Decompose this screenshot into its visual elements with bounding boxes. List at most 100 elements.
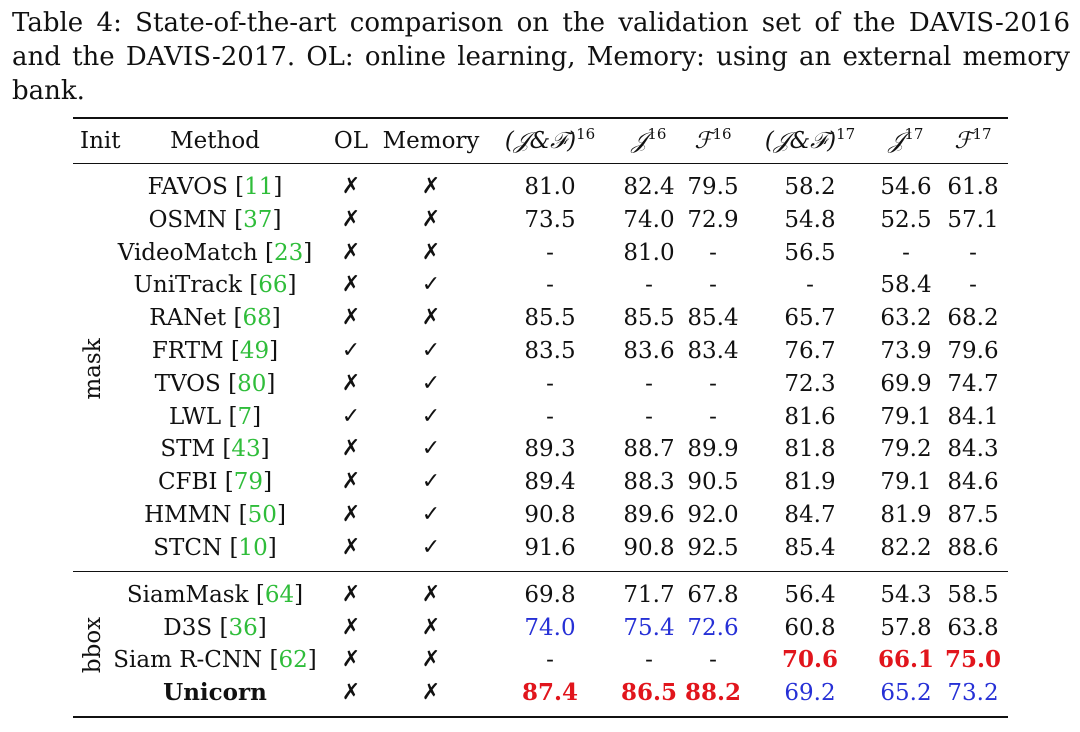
method-cell: STCN [10]	[153, 535, 277, 561]
method-cell: TVOS [80]	[154, 371, 276, 397]
cross-icon: ✗	[341, 272, 361, 297]
value-cell: 73.2	[947, 680, 999, 706]
citation-link[interactable]: 7	[237, 404, 253, 430]
value-cell: 71.7	[623, 582, 675, 608]
value-cell: 67.8	[687, 582, 739, 608]
value-cell: 63.8	[947, 615, 999, 641]
value-cell: -	[709, 404, 717, 430]
value-cell: 54.3	[880, 582, 932, 608]
check-icon: ✓	[421, 404, 441, 429]
value-cell: 74.7	[947, 371, 999, 397]
method-cell: CFBI [79]	[157, 469, 273, 495]
bottom-rule	[73, 716, 1008, 718]
citation-link[interactable]: 80	[237, 371, 267, 397]
header-jf17: (𝒥&ℱ)17	[764, 125, 856, 155]
citation-link[interactable]: 66	[258, 272, 288, 298]
value-cell: 84.7	[784, 502, 836, 528]
citation-link[interactable]: 36	[228, 615, 258, 641]
value-cell: 79.5	[687, 174, 739, 200]
table-caption: Table 4: State-of-the-art comparison on …	[12, 8, 1079, 106]
value-cell: 90.5	[687, 469, 739, 495]
value-cell: 79.6	[947, 338, 999, 364]
header-method: Method	[170, 128, 260, 154]
check-icon: ✓	[421, 502, 441, 527]
value-cell: 90.8	[623, 535, 675, 561]
value-cell: 79.2	[880, 436, 932, 462]
method-cell: UniTrack [66]	[133, 272, 297, 298]
check-icon: ✓	[341, 404, 361, 429]
value-cell: 82.4	[623, 174, 675, 200]
value-cell: 63.2	[880, 305, 932, 331]
method-name: STM	[160, 436, 216, 462]
cross-icon: ✗	[341, 615, 361, 640]
group-separator-rule	[73, 571, 1008, 572]
value-cell: 74.0	[524, 615, 576, 641]
value-cell: 68.2	[947, 305, 999, 331]
citation-link[interactable]: 43	[231, 436, 261, 462]
citation-link[interactable]: 49	[239, 338, 270, 364]
value-cell: 69.9	[880, 371, 932, 397]
cross-icon: ✗	[341, 371, 361, 396]
method-cell: RANet [68]	[149, 305, 281, 331]
value-cell: 54.8	[784, 207, 836, 233]
value-cell: -	[709, 272, 717, 298]
value-cell: 70.6	[781, 646, 839, 673]
value-cell: 83.5	[524, 338, 576, 364]
value-cell: 72.3	[784, 371, 836, 397]
citation-link[interactable]: 64	[264, 582, 295, 608]
method-cell: STM [43]	[160, 436, 270, 462]
cross-icon: ✗	[341, 469, 361, 494]
cross-icon: ✗	[341, 582, 361, 607]
value-cell: 84.1	[947, 404, 999, 430]
value-cell: -	[546, 647, 554, 673]
citation-link[interactable]: 50	[247, 502, 277, 528]
method-name: FAVOS	[147, 174, 228, 200]
citation-link[interactable]: 68	[242, 305, 272, 331]
method-cell: D3S [36]	[163, 615, 267, 641]
cross-icon: ✗	[341, 240, 361, 265]
method-cell: SiamMask [64]	[126, 582, 304, 608]
cross-icon: ✗	[421, 240, 441, 265]
value-cell: 56.5	[784, 240, 836, 266]
value-cell: -	[546, 240, 554, 266]
cross-icon: ✗	[341, 535, 361, 560]
header-memory: Memory	[382, 128, 480, 154]
value-cell: 81.8	[784, 436, 836, 462]
value-cell: 89.9	[687, 436, 739, 462]
value-cell: -	[645, 371, 653, 397]
method-cell: FRTM [49]	[151, 338, 279, 364]
check-icon: ✓	[421, 436, 441, 461]
value-cell: 84.6	[947, 469, 999, 495]
value-cell: 56.4	[784, 582, 836, 608]
value-cell: 72.9	[687, 207, 739, 233]
method-name: RANet	[149, 305, 227, 331]
value-cell: -	[645, 272, 653, 298]
top-rule	[73, 117, 1008, 119]
method-name: OSMN	[148, 207, 227, 233]
citation-link[interactable]: 62	[278, 647, 308, 673]
method-name: Unicorn	[163, 679, 267, 706]
citation-link[interactable]: 23	[273, 240, 304, 266]
header-jf16: (𝒥&ℱ)16	[504, 125, 596, 155]
value-cell: -	[645, 404, 653, 430]
header-j16: 𝒥16	[631, 125, 667, 155]
citation-link[interactable]: 10	[238, 535, 268, 561]
value-cell: 83.4	[687, 338, 739, 364]
citation-link[interactable]: 37	[243, 207, 273, 233]
method-name: UniTrack	[133, 272, 242, 298]
check-icon: ✓	[421, 338, 441, 363]
method-name: TVOS	[154, 371, 221, 397]
method-name: CFBI	[157, 469, 218, 495]
value-cell: 58.4	[880, 272, 932, 298]
value-cell: 84.3	[947, 436, 999, 462]
value-cell: -	[969, 240, 977, 266]
cross-icon: ✗	[421, 207, 441, 232]
method-cell: LWL [7]	[168, 404, 262, 430]
check-icon: ✓	[421, 272, 441, 297]
value-cell: 88.7	[623, 436, 675, 462]
citation-link[interactable]: 79	[233, 469, 264, 495]
value-cell: 65.7	[784, 305, 836, 331]
header-init: Init	[80, 128, 121, 154]
citation-link[interactable]: 11	[244, 174, 274, 200]
value-cell: 89.6	[623, 502, 675, 528]
